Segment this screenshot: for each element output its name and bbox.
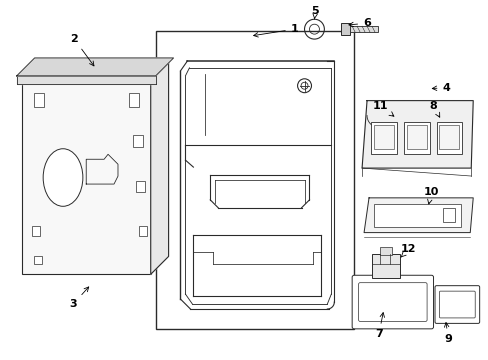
Text: 5: 5 [311,6,319,19]
Bar [403,122,428,154]
Bar [436,122,461,154]
Text: 7: 7 [374,312,384,339]
Bar [379,247,391,255]
Bar [406,125,426,149]
Text: 11: 11 [371,100,393,116]
Bar [34,93,43,107]
Ellipse shape [43,149,82,206]
Polygon shape [17,58,173,76]
Polygon shape [361,100,472,168]
Text: 10: 10 [423,187,438,204]
FancyBboxPatch shape [358,283,426,321]
Bar [341,23,349,35]
Text: 1: 1 [253,24,298,37]
Bar [370,122,396,154]
Text: 3: 3 [69,287,88,309]
Bar [373,204,460,227]
Bar [129,93,139,107]
Polygon shape [150,63,168,274]
Polygon shape [17,76,155,84]
FancyBboxPatch shape [439,291,474,318]
Text: 8: 8 [429,100,439,117]
Text: 9: 9 [444,323,451,344]
Text: 6: 6 [348,18,370,28]
FancyBboxPatch shape [434,286,479,323]
Bar [439,125,458,149]
Bar [21,81,150,274]
FancyBboxPatch shape [371,255,399,278]
Text: 12: 12 [400,244,416,257]
Text: 4: 4 [431,83,449,93]
Bar [373,125,393,149]
Bar [32,226,40,236]
Bar [349,26,377,32]
Bar [133,135,142,147]
Bar [139,226,146,236]
FancyBboxPatch shape [351,275,433,329]
Bar [443,208,454,222]
Text: 2: 2 [70,34,94,66]
Polygon shape [21,63,168,81]
Bar [136,181,144,192]
Polygon shape [364,198,472,233]
Bar [34,256,41,264]
Bar [155,31,353,329]
